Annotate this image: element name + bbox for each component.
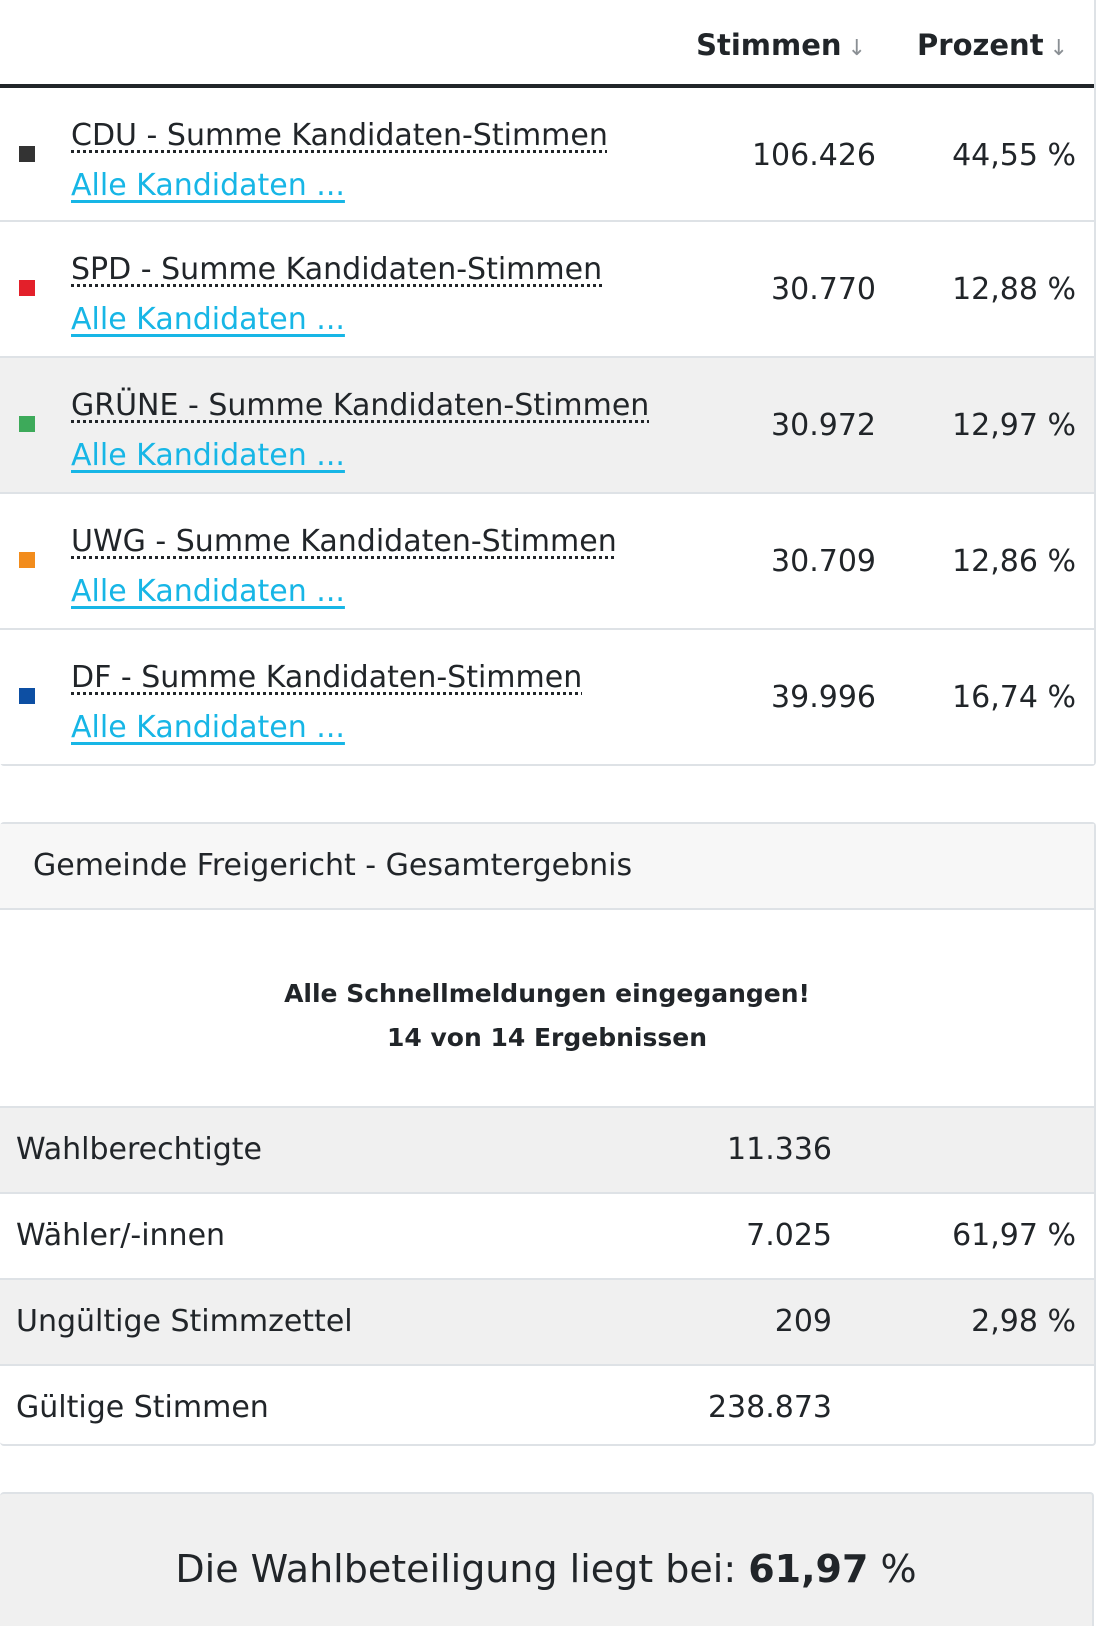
party-color-swatch [19,688,35,704]
party-color-swatch [19,416,35,432]
party-percent: 12,88 % [952,272,1076,307]
reporting-status-message: Alle Schnellmeldungen eingegangen! [284,979,810,1008]
stat-label: Wahlberechtigte [16,1132,262,1167]
party-votes: 39.996 [771,680,876,715]
voter-turnout-box: Die Wahlbeteiligung liegt bei: 61,97 % [0,1492,1094,1626]
sort-arrow-icon: ↓ [1049,36,1068,61]
party-color-swatch [19,146,35,162]
stat-value: 238.873 [707,1390,832,1425]
party-results-table: Stimmen ↓ Prozent ↓ CDU - Summe Kandidaten… [0,0,1096,766]
turnout-value: 61,97 [748,1547,869,1591]
all-candidates-link[interactable]: Alle Kandidaten ... [71,438,345,473]
all-candidates-link[interactable]: Alle Kandidaten ... [71,574,345,609]
party-percent: 16,74 % [952,680,1076,715]
party-row-spd: SPD - Summe Kandidaten-Stimmen Alle Kand… [0,220,1094,356]
party-name: GRÜNE - Summe Kandidaten-Stimmen [71,388,650,423]
column-header-prozent[interactable]: Prozent ↓ [917,28,1068,62]
stat-label: Ungültige Stimmzettel [16,1304,353,1339]
reporting-status-count: 14 von 14 Ergebnissen [387,1023,707,1052]
party-name: CDU - Summe Kandidaten-Stimmen [71,118,608,153]
stat-label: Wähler/-innen [16,1218,226,1253]
stat-row-voters: Wähler/-innen 7.025 61,97 % [0,1192,1094,1278]
turnout-label: Die Wahlbeteiligung liegt bei: [175,1547,749,1591]
overall-result-title: Gemeinde Freigericht - Gesamtergebnis [0,824,1094,910]
column-header-stimmen[interactable]: Stimmen ↓ [696,28,866,62]
all-candidates-link[interactable]: Alle Kandidaten ... [71,302,345,337]
stat-row-invalid-ballots: Ungültige Stimmzettel 209 2,98 % [0,1278,1094,1364]
party-row-gruene: GRÜNE - Summe Kandidaten-Stimmen Alle Ka… [0,356,1094,492]
stat-percent: 2,98 % [971,1304,1076,1339]
party-row-cdu: CDU - Summe Kandidaten-Stimmen Alle Kand… [0,88,1094,220]
column-header-stimmen-label: Stimmen [696,28,842,62]
all-candidates-link[interactable]: Alle Kandidaten ... [71,168,345,203]
reporting-status: Alle Schnellmeldungen eingegangen! 14 vo… [0,910,1094,1106]
party-votes: 30.709 [771,544,876,579]
party-name: UWG - Summe Kandidaten-Stimmen [71,524,617,559]
party-votes: 30.770 [771,272,876,307]
party-percent: 12,97 % [952,408,1076,443]
stat-row-valid-votes: Gültige Stimmen 238.873 [0,1364,1094,1450]
sort-arrow-icon: ↓ [847,36,866,61]
party-name: DF - Summe Kandidaten-Stimmen [71,660,583,695]
party-percent: 44,55 % [952,138,1076,173]
party-row-uwg: UWG - Summe Kandidaten-Stimmen Alle Kand… [0,492,1094,628]
stat-label: Gültige Stimmen [16,1390,269,1425]
overall-result-card: Gemeinde Freigericht - Gesamtergebnis Al… [0,822,1096,1446]
turnout-unit: % [868,1547,917,1591]
party-row-df: DF - Summe Kandidaten-Stimmen Alle Kandi… [0,628,1094,764]
party-color-swatch [19,552,35,568]
stat-value: 11.336 [727,1132,832,1167]
stat-row-eligible-voters: Wahlberechtigte 11.336 [0,1106,1094,1192]
table-header: Stimmen ↓ Prozent ↓ [0,0,1094,88]
party-color-swatch [19,280,35,296]
party-name: SPD - Summe Kandidaten-Stimmen [71,252,603,287]
stat-value: 7.025 [746,1218,832,1253]
stat-percent: 61,97 % [952,1218,1076,1253]
party-votes: 106.426 [751,138,876,173]
stat-value: 209 [774,1304,832,1339]
party-votes: 30.972 [771,408,876,443]
party-percent: 12,86 % [952,544,1076,579]
column-header-prozent-label: Prozent [917,28,1044,62]
all-candidates-link[interactable]: Alle Kandidaten ... [71,710,345,745]
